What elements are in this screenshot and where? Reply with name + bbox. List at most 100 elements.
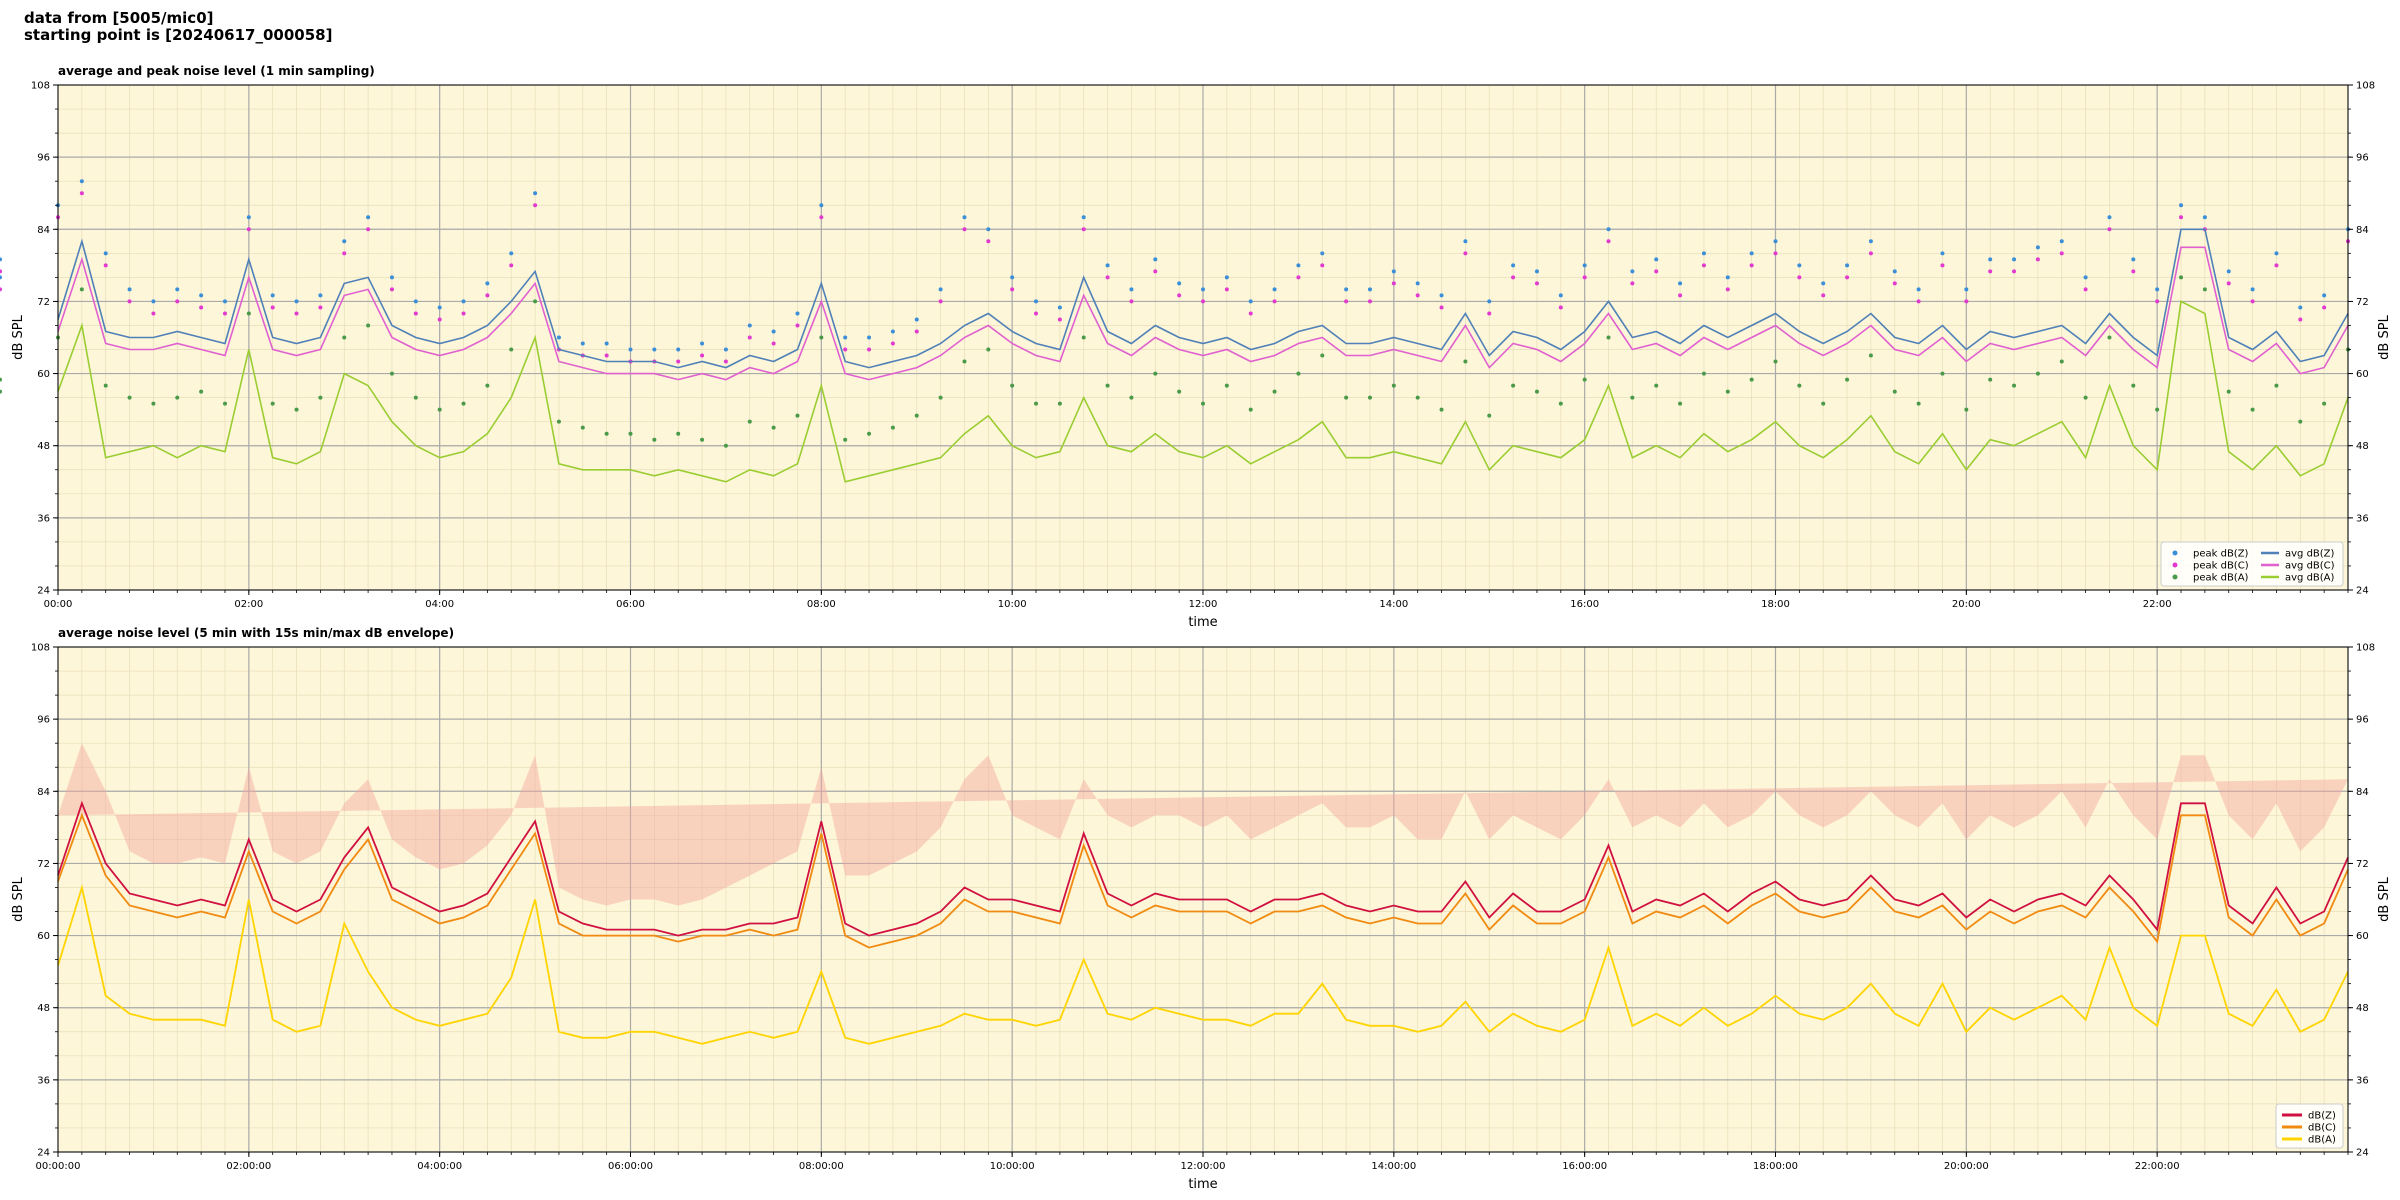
point-peak-db-z bbox=[1773, 239, 1778, 244]
point-peak-db-c bbox=[1773, 251, 1778, 256]
point-peak-db-a bbox=[1821, 401, 1826, 406]
y-tick-label-right: 84 bbox=[2356, 787, 2369, 798]
y-tick-label-right: 36 bbox=[2356, 513, 2369, 524]
point-peak-db-a bbox=[1988, 377, 1993, 382]
report-header: data from [5005/mic0] starting point is … bbox=[24, 10, 332, 44]
y-tick-label-right: 108 bbox=[2356, 81, 2375, 92]
y-tick-label: 108 bbox=[31, 643, 50, 654]
y-tick-label: 84 bbox=[37, 225, 50, 236]
point-peak-db-z bbox=[676, 347, 681, 352]
point-peak-db-c bbox=[1391, 281, 1396, 286]
point-peak-db-a bbox=[2035, 371, 2040, 376]
point-peak-db-a bbox=[723, 443, 728, 448]
point-peak-db-a bbox=[604, 431, 609, 436]
point-peak-db-a bbox=[461, 401, 466, 406]
point-peak-db-c bbox=[1701, 263, 1706, 268]
point-peak-db-a bbox=[2107, 335, 2112, 340]
series-peak-db-a bbox=[0, 275, 2350, 448]
y-tick-label-right: 24 bbox=[2356, 1148, 2369, 1159]
point-peak-db-c bbox=[1606, 239, 1611, 244]
point-peak-db-z bbox=[795, 311, 800, 316]
point-peak-db-z bbox=[2226, 269, 2231, 274]
point-peak-db-z bbox=[1701, 251, 1706, 256]
point-peak-db-a bbox=[1105, 383, 1110, 388]
envelope-band bbox=[58, 743, 2348, 906]
point-peak-db-z bbox=[2298, 305, 2303, 310]
point-peak-db-c bbox=[199, 305, 204, 310]
x-tick-label: 20:00:00 bbox=[1944, 1161, 1989, 1172]
point-peak-db-a bbox=[771, 425, 776, 430]
point-peak-db-c bbox=[1320, 263, 1325, 268]
point-peak-db-z bbox=[342, 239, 347, 244]
point-peak-db-a bbox=[1224, 383, 1229, 388]
point-peak-db-a bbox=[1725, 389, 1730, 394]
point-peak-db-c bbox=[914, 329, 919, 334]
legend-label-peak-db-a: peak dB(A) bbox=[2193, 573, 2249, 584]
point-peak-db-z bbox=[2274, 251, 2279, 256]
y-tick-label: 108 bbox=[31, 81, 50, 92]
point-peak-db-a bbox=[2274, 383, 2279, 388]
point-peak-db-z bbox=[1916, 287, 1921, 292]
point-peak-db-c bbox=[2155, 299, 2160, 304]
x-tick-label: 18:00:00 bbox=[1753, 1161, 1798, 1172]
point-peak-db-z bbox=[1678, 281, 1683, 286]
y-tick-label-right: 48 bbox=[2356, 441, 2369, 452]
point-peak-db-c bbox=[1010, 287, 1015, 292]
series-line-db-a bbox=[57, 883, 2349, 1045]
point-peak-db-z bbox=[1797, 263, 1802, 268]
point-peak-db-c bbox=[342, 251, 347, 256]
point-peak-db-c bbox=[1868, 251, 1873, 256]
point-peak-db-c bbox=[389, 287, 394, 292]
point-peak-db-a bbox=[1964, 407, 1969, 412]
point-peak-db-c bbox=[1415, 293, 1420, 298]
point-peak-db-c bbox=[294, 311, 299, 316]
point-peak-db-c bbox=[2250, 299, 2255, 304]
point-peak-db-a bbox=[1940, 371, 1945, 376]
point-peak-db-a bbox=[485, 383, 490, 388]
point-peak-db-z bbox=[2131, 257, 2136, 262]
point-peak-db-a bbox=[0, 389, 2, 394]
point-peak-db-c bbox=[79, 191, 84, 196]
series-line-db-c bbox=[57, 812, 2349, 949]
point-peak-db-z bbox=[1487, 299, 1492, 304]
series-line-avg-db-z bbox=[57, 228, 2349, 369]
point-peak-db-z bbox=[1177, 281, 1182, 286]
point-peak-db-c bbox=[1582, 275, 1587, 280]
point-peak-db-c bbox=[2035, 257, 2040, 262]
point-peak-db-z bbox=[962, 215, 967, 220]
point-peak-db-a bbox=[1511, 383, 1516, 388]
point-peak-db-a bbox=[1916, 401, 1921, 406]
legend-label-peak-db-z: peak dB(Z) bbox=[2193, 549, 2249, 560]
point-peak-db-z bbox=[867, 335, 872, 340]
point-peak-db-c bbox=[2298, 317, 2303, 322]
y-tick-label: 48 bbox=[37, 1003, 50, 1014]
x-tick-label: 22:00 bbox=[2143, 599, 2172, 610]
point-peak-db-c bbox=[485, 293, 490, 298]
point-peak-db-a bbox=[795, 413, 800, 418]
point-peak-db-a bbox=[389, 371, 394, 376]
point-peak-db-c bbox=[103, 263, 108, 268]
y-tick-label: 60 bbox=[37, 931, 50, 942]
point-peak-db-a bbox=[2179, 275, 2184, 280]
point-peak-db-z bbox=[1367, 287, 1372, 292]
y-tick-label-right: 72 bbox=[2356, 297, 2369, 308]
point-peak-db-a bbox=[1654, 383, 1659, 388]
point-peak-db-a bbox=[747, 419, 752, 424]
point-peak-db-a bbox=[1010, 383, 1015, 388]
y-tick-label-right: 108 bbox=[2356, 643, 2375, 654]
point-peak-db-a bbox=[1296, 371, 1301, 376]
point-peak-db-c bbox=[1034, 311, 1039, 316]
point-peak-db-a bbox=[533, 299, 538, 304]
point-peak-db-z bbox=[723, 347, 728, 352]
point-peak-db-c bbox=[1367, 299, 1372, 304]
starting-point-label: starting point is [20240617_000058] bbox=[24, 26, 333, 44]
point-peak-db-c bbox=[461, 311, 466, 316]
point-peak-db-z bbox=[366, 215, 371, 220]
point-peak-db-a bbox=[199, 389, 204, 394]
point-peak-db-c bbox=[962, 227, 967, 232]
point-peak-db-z bbox=[1511, 263, 1516, 268]
point-peak-db-z bbox=[771, 329, 776, 334]
point-peak-db-c bbox=[1153, 269, 1158, 274]
point-peak-db-z bbox=[1964, 287, 1969, 292]
point-peak-db-z bbox=[1081, 215, 1086, 220]
